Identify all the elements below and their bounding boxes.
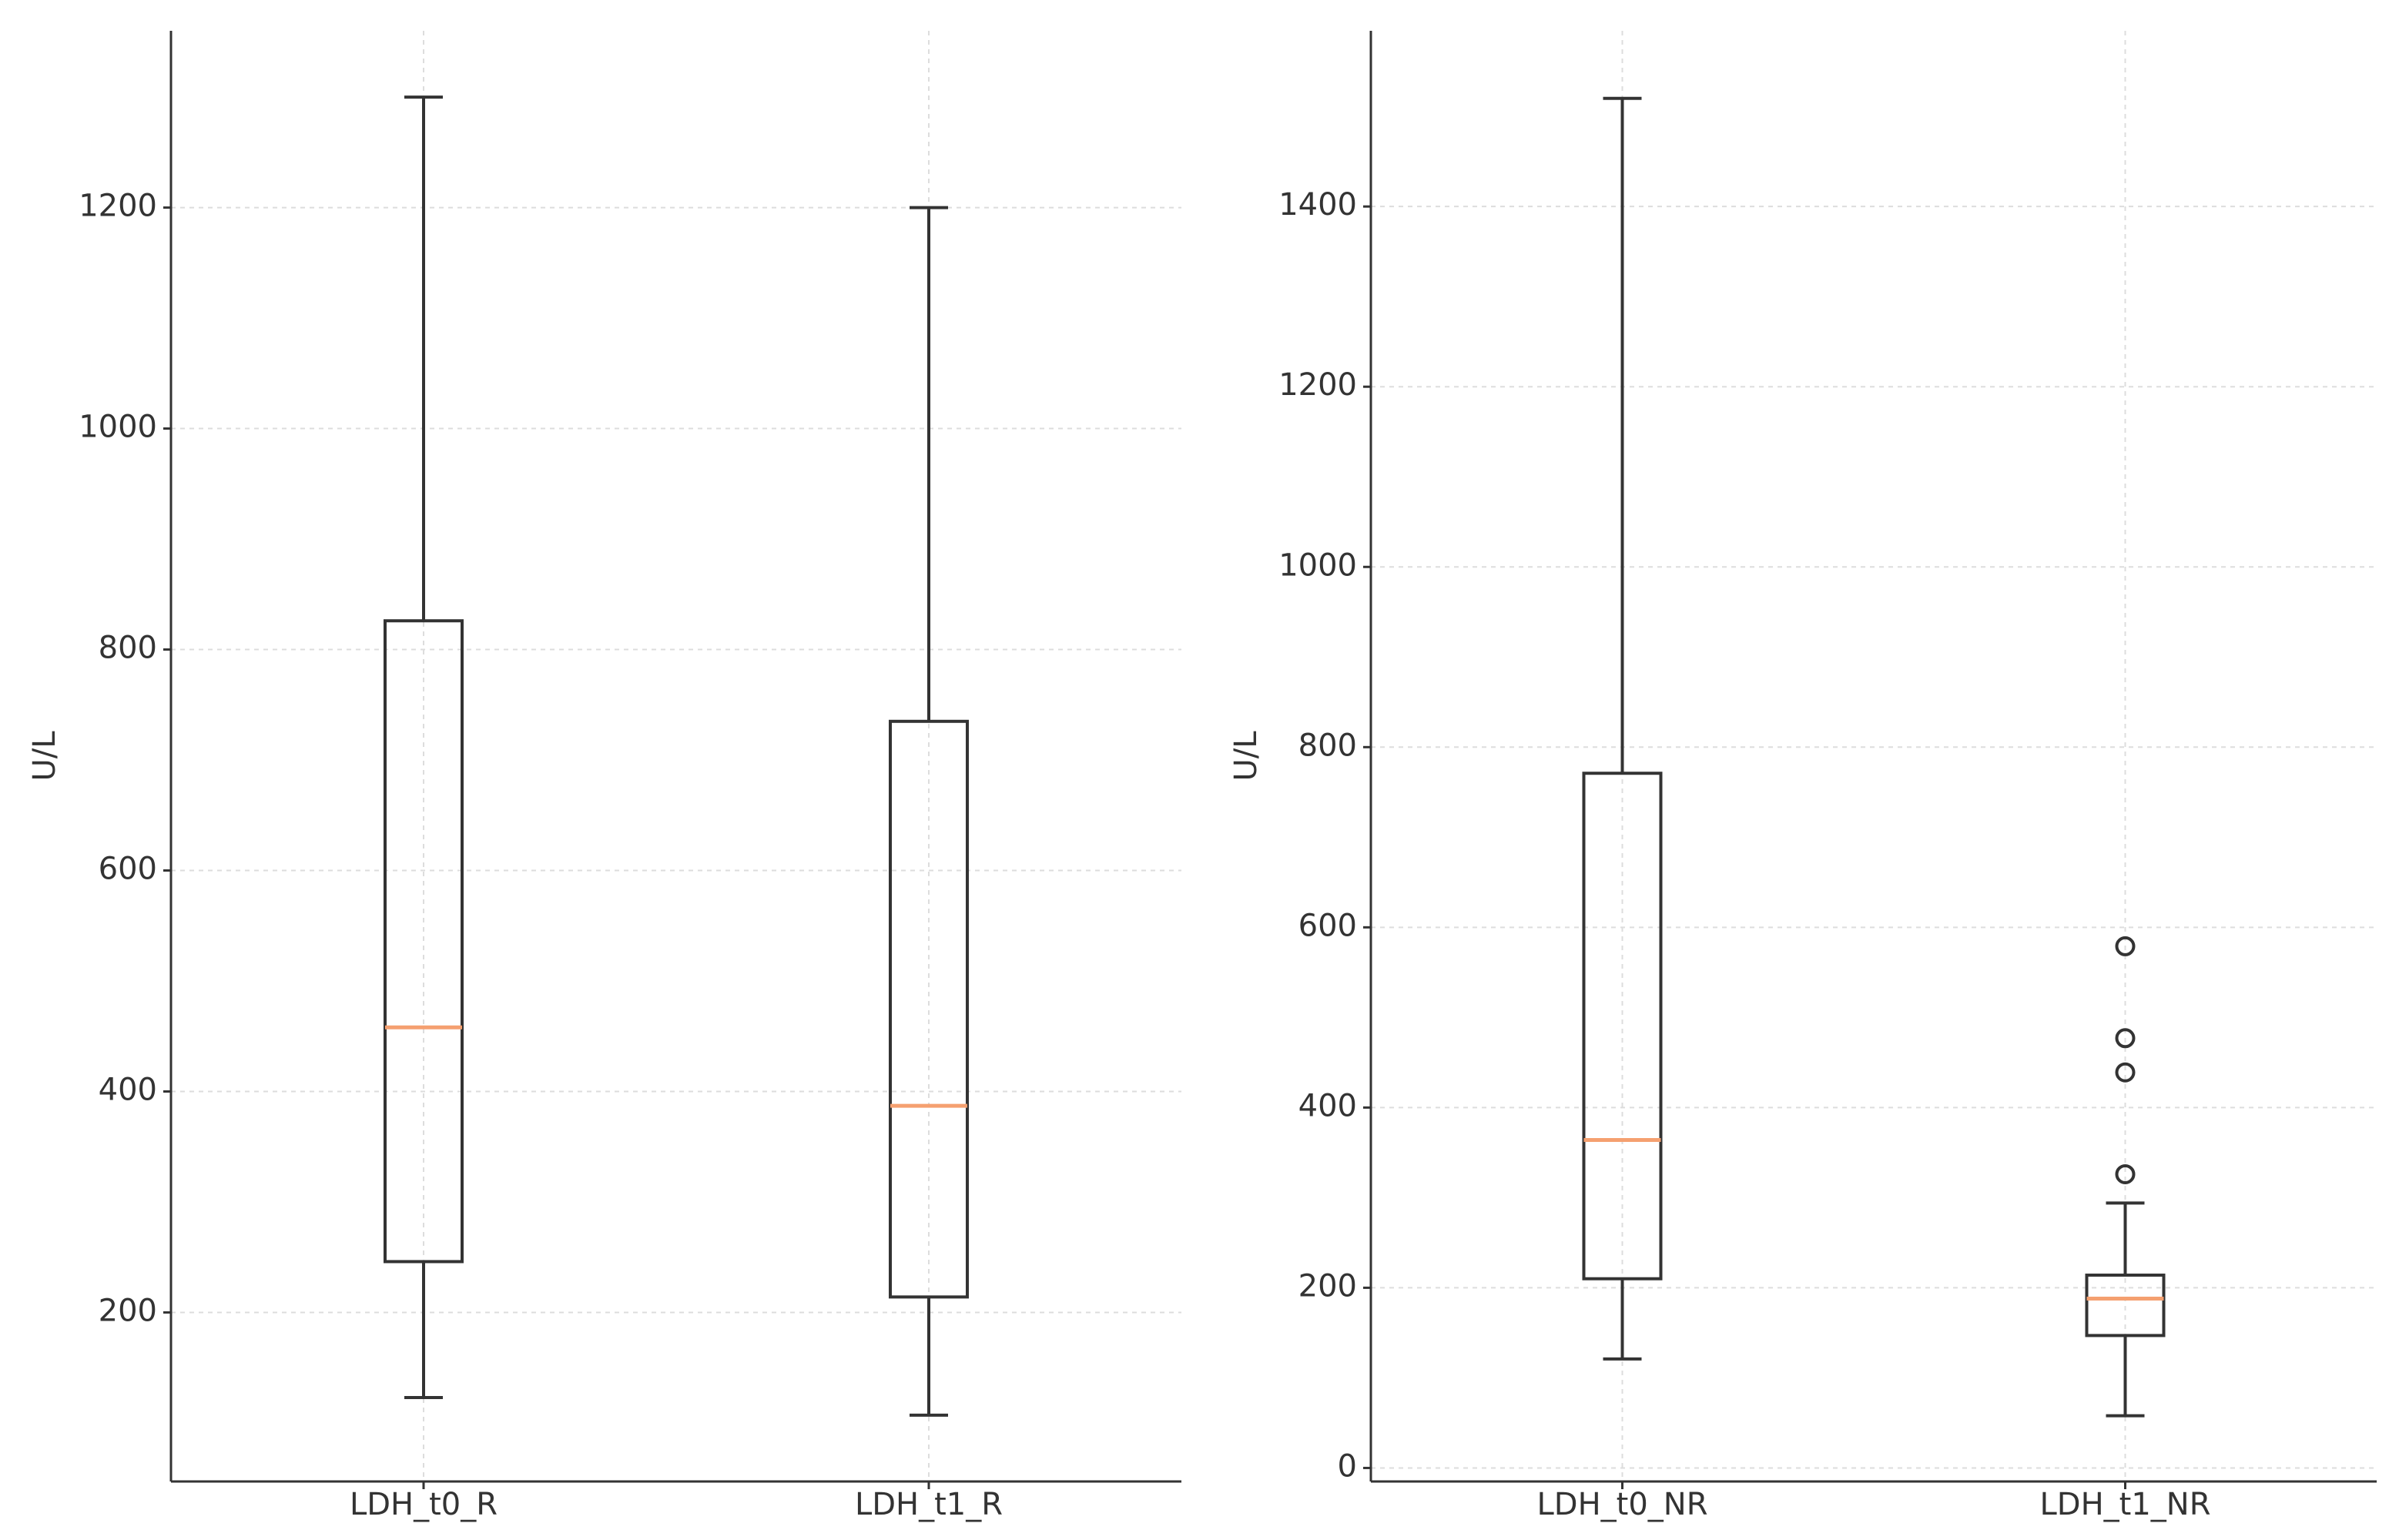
y-tick-label: 400 <box>1298 1088 1357 1123</box>
y-tick-label: 800 <box>99 631 157 666</box>
box <box>2085 1274 2166 1337</box>
x-tick-label: LDH_t1_R <box>855 1487 1003 1522</box>
y-axis-label: U/L <box>27 731 62 782</box>
y-tick-label: 400 <box>99 1072 157 1107</box>
y-tick-label: 200 <box>99 1293 157 1328</box>
y-tick-label: 1200 <box>1278 367 1357 403</box>
y-tick-label: 1200 <box>79 189 157 224</box>
x-tick-label: LDH_t0_NR <box>1536 1487 1707 1522</box>
box <box>889 719 969 1299</box>
y-tick-label: 200 <box>1298 1268 1357 1304</box>
outlier <box>2115 936 2136 956</box>
y-tick-label: 800 <box>1298 728 1357 763</box>
outlier <box>2115 1028 2136 1049</box>
y-tick-label: 600 <box>99 852 157 887</box>
box <box>1582 772 1663 1281</box>
x-tick-label: LDH_t1_NR <box>2039 1487 2210 1522</box>
outlier <box>2115 1062 2136 1083</box>
y-tick-label: 0 <box>1338 1448 1357 1484</box>
box <box>384 619 464 1264</box>
y-tick-label: 1000 <box>79 410 157 445</box>
x-tick-label: LDH_t0_R <box>350 1487 498 1522</box>
outlier <box>2115 1163 2136 1184</box>
y-tick-label: 1400 <box>1278 187 1357 223</box>
y-tick-label: 1000 <box>1278 547 1357 583</box>
y-axis-label: U/L <box>1228 731 1264 782</box>
y-tick-label: 600 <box>1298 908 1357 943</box>
